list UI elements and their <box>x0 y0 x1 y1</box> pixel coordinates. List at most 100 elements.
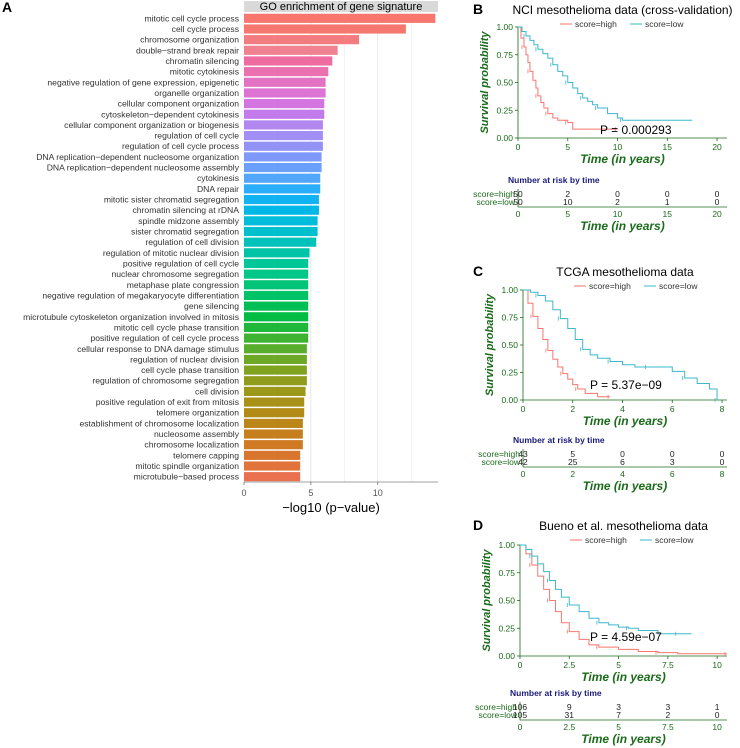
x-tick-label: 10 <box>373 488 383 498</box>
bar <box>244 344 307 354</box>
x-tick-label: 2.5 <box>563 660 575 670</box>
risk-count: 0 <box>615 189 620 199</box>
bar <box>244 205 319 215</box>
risk-count: 0 <box>670 449 675 459</box>
category-label: cell division <box>195 386 239 396</box>
risk-count: 0 <box>620 449 625 459</box>
panel-a: A GO enrichment of gene signature mitotic … <box>2 0 438 515</box>
risk-x-tick-label: 5 <box>616 722 621 732</box>
risk-row-label: score=high <box>475 702 517 712</box>
category-label: mitotic cell cycle process <box>144 13 239 23</box>
risk-table-title: Number at risk by time <box>508 175 600 185</box>
bar <box>244 141 323 151</box>
risk-x-tick-label: 15 <box>663 209 673 219</box>
risk-row-label: score=high <box>473 189 515 199</box>
km-title: Bueno et al. mesothelioma data <box>539 519 708 533</box>
legend-label: score=high <box>575 19 617 29</box>
risk-count: 10 <box>563 197 573 207</box>
risk-x-tick-label: 20 <box>712 209 722 219</box>
category-label: cytokinesis <box>197 173 239 183</box>
bar <box>244 56 333 66</box>
survival-curve <box>523 289 611 398</box>
bar <box>244 24 406 34</box>
category-label: chromosome organization <box>140 35 239 45</box>
risk-count: 0 <box>720 457 725 467</box>
risk-count: 2 <box>615 197 620 207</box>
bar <box>244 450 301 460</box>
y-tick-label: 0.50 <box>501 340 518 350</box>
bar <box>244 248 310 258</box>
bar <box>244 301 309 311</box>
x-tick-label: 6 <box>670 404 675 414</box>
category-label: cytoskeleton−dependent cytokinesis <box>101 109 239 119</box>
x-tick-label: 10 <box>712 660 722 670</box>
y-tick-label: 1.00 <box>501 285 518 295</box>
risk-count: 2 <box>565 189 570 199</box>
category-label: chromatin silencing <box>165 56 239 66</box>
y-axis-title: Survival probability <box>484 293 496 396</box>
survival-curve <box>520 544 692 635</box>
category-label: sister chromatid segregation <box>131 227 239 237</box>
p-value: P = 5.37e−09 <box>590 378 662 392</box>
category-label: organelle organization <box>154 88 239 98</box>
risk-row-label: score=low <box>476 197 515 207</box>
risk-x-tick-label: 2 <box>570 469 575 479</box>
risk-count: 1 <box>665 197 670 207</box>
category-label: DNA replication−dependent nucleosome org… <box>36 152 239 162</box>
category-label: regulation of cell cycle process <box>122 141 239 151</box>
bar <box>244 99 325 109</box>
risk-count: 1 <box>715 702 720 712</box>
category-label: establishment of chromosome localization <box>79 418 239 428</box>
bar <box>244 429 303 439</box>
risk-x-tick-label: 10 <box>712 722 722 732</box>
p-value: P = 4.59e−07 <box>590 630 662 644</box>
bar <box>244 162 322 173</box>
category-label: nuclear chromosome segregation <box>111 269 239 279</box>
y-axis-title: Survival probability <box>481 549 493 652</box>
x-tick-label: 2 <box>570 404 575 414</box>
bar <box>244 226 318 237</box>
category-label: regulation of cell cycle <box>154 131 239 141</box>
risk-x-tick-label: 0 <box>518 722 523 732</box>
chart-a-title-strip <box>244 1 438 12</box>
bar <box>244 472 301 482</box>
km-title: NCI mesothelioma data (cross-validation) <box>512 3 732 17</box>
x-axis-title: Time (in years) <box>580 152 664 166</box>
risk-count: 6 <box>620 457 625 467</box>
category-label: cell cycle process <box>172 24 239 34</box>
risk-count: 3 <box>616 702 621 712</box>
bar <box>244 152 322 162</box>
y-tick-label: 0.75 <box>498 568 515 578</box>
risk-x-tick-label: 8 <box>720 469 725 479</box>
bar <box>244 376 307 386</box>
bar <box>244 280 309 290</box>
x-tick-label: 8 <box>720 404 725 414</box>
legend-label: score=high <box>589 281 631 291</box>
bar <box>244 418 303 428</box>
bar <box>244 130 323 141</box>
bar <box>244 13 436 23</box>
bar <box>244 312 309 322</box>
y-tick-label: 1.00 <box>496 22 513 32</box>
bar <box>244 77 326 87</box>
category-label: mitotic spindle organization <box>135 461 239 471</box>
x-tick-label: 0 <box>241 488 246 498</box>
category-label: double−strand break repair <box>136 45 239 55</box>
risk-count: 7 <box>616 710 621 720</box>
x-tick-label: 0 <box>521 404 526 414</box>
risk-x-tick-label: 0 <box>516 209 521 219</box>
x-axis-title: Time (in years) <box>583 414 667 428</box>
risk-count: 31 <box>565 710 575 720</box>
panel-letter-d: D <box>473 517 483 533</box>
bar <box>244 194 319 205</box>
legend-label: score=high <box>585 535 627 545</box>
risk-x-tick-label: 4 <box>620 469 625 479</box>
bar <box>244 237 317 247</box>
p-value: P = 0.000293 <box>600 123 672 137</box>
category-label: mitotic cell cycle phase transition <box>114 322 239 332</box>
risk-x-tick-label: 6 <box>670 469 675 479</box>
bar <box>244 88 326 98</box>
category-label: positive regulation of cell cycle <box>123 258 239 268</box>
category-label: cellular response to DNA damage stimulus <box>77 344 239 354</box>
